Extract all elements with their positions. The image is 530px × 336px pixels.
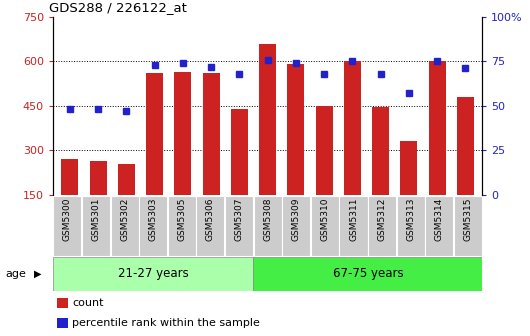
Bar [311, 196, 339, 256]
Bar [57, 318, 68, 329]
Bar [457, 97, 474, 195]
Text: GSM5306: GSM5306 [206, 198, 215, 242]
Text: 21-27 years: 21-27 years [118, 267, 189, 280]
Bar [53, 257, 253, 291]
Bar [372, 107, 389, 195]
Bar [54, 196, 81, 256]
Text: age: age [5, 269, 26, 279]
Text: ▶: ▶ [34, 269, 42, 279]
Bar [168, 196, 196, 256]
Text: GSM5314: GSM5314 [435, 198, 444, 241]
Text: GSM5300: GSM5300 [63, 198, 72, 242]
Bar [231, 109, 248, 195]
Bar [344, 61, 361, 195]
Bar [118, 164, 135, 195]
Bar [368, 196, 396, 256]
Bar [340, 196, 367, 256]
Bar [82, 196, 110, 256]
Bar [90, 161, 107, 195]
Bar [57, 298, 68, 308]
Bar [259, 44, 276, 195]
Bar [454, 196, 482, 256]
Bar [316, 106, 333, 195]
Text: GSM5311: GSM5311 [349, 198, 358, 242]
Text: count: count [72, 298, 104, 308]
Bar [146, 73, 163, 195]
Bar [287, 64, 304, 195]
Bar [426, 196, 453, 256]
Bar [225, 196, 253, 256]
Text: GDS288 / 226122_at: GDS288 / 226122_at [49, 1, 187, 14]
Bar [61, 159, 78, 195]
Text: GSM5315: GSM5315 [464, 198, 472, 242]
Text: GSM5302: GSM5302 [120, 198, 129, 241]
Bar [174, 72, 191, 195]
Text: GSM5309: GSM5309 [292, 198, 301, 242]
Bar [400, 141, 417, 195]
Text: percentile rank within the sample: percentile rank within the sample [72, 318, 260, 328]
Text: GSM5308: GSM5308 [263, 198, 272, 242]
Text: GSM5303: GSM5303 [149, 198, 157, 242]
Text: 67-75 years: 67-75 years [332, 267, 403, 280]
Bar [202, 73, 219, 195]
Bar [139, 196, 167, 256]
Bar [111, 196, 138, 256]
Text: GSM5307: GSM5307 [235, 198, 243, 242]
Bar [397, 196, 425, 256]
Text: GSM5301: GSM5301 [92, 198, 100, 242]
Bar [429, 61, 446, 195]
Bar [254, 196, 281, 256]
Text: GSM5305: GSM5305 [178, 198, 186, 242]
Bar [282, 196, 310, 256]
Text: GSM5312: GSM5312 [378, 198, 386, 241]
Text: GSM5310: GSM5310 [321, 198, 329, 242]
Text: GSM5313: GSM5313 [407, 198, 415, 242]
Bar [197, 196, 224, 256]
Bar [253, 257, 482, 291]
